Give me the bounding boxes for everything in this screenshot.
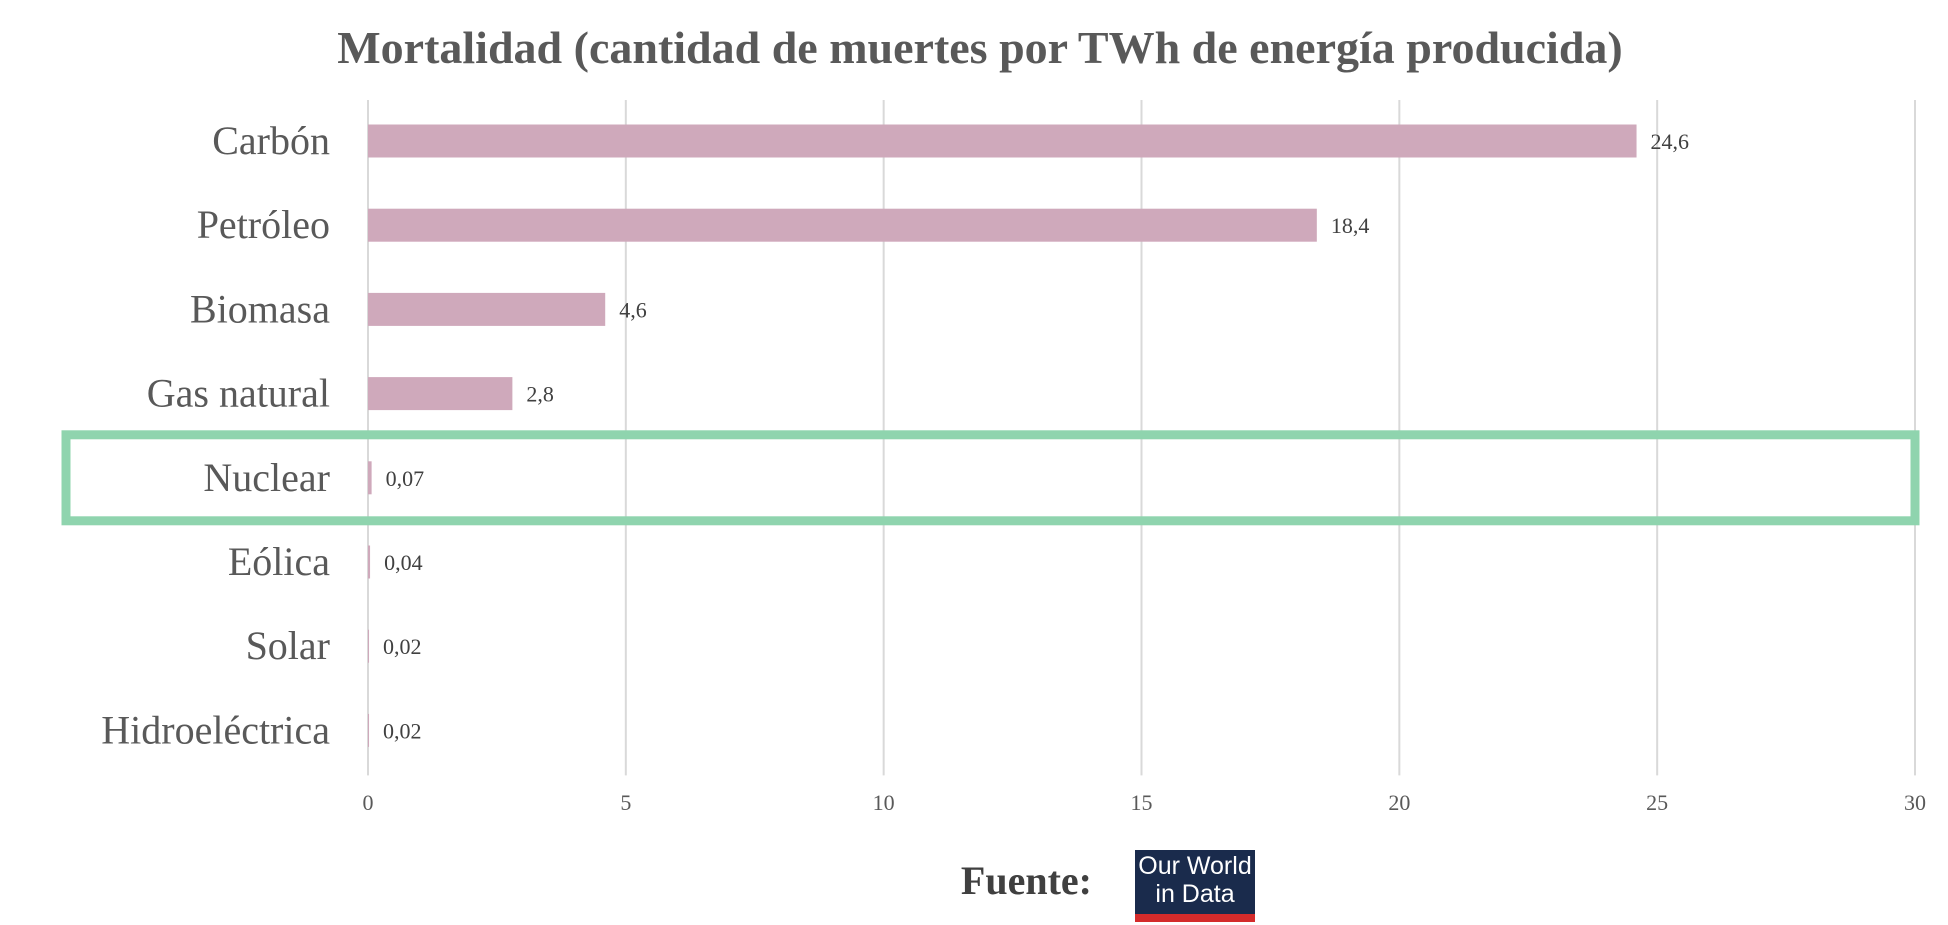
x-tick-label: 5 (620, 790, 631, 815)
data-label: 18,4 (1331, 213, 1370, 238)
data-label: 0,07 (386, 466, 425, 491)
bar (368, 629, 370, 663)
our-world-in-data-logo: Our World in Data (1135, 850, 1255, 922)
category-label: Solar (246, 623, 330, 668)
category-label: Petróleo (197, 202, 330, 247)
x-axis-ticks: 0 5 10 15 20 25 30 (363, 790, 1927, 815)
value-labels: 24,6 18,4 4,6 2,8 0,07 0,04 0,02 0,02 (383, 129, 1689, 743)
logo-background (1135, 850, 1255, 922)
highlight-box (61, 430, 1920, 526)
x-tick-label: 15 (1131, 790, 1153, 815)
data-label: 0,02 (383, 634, 422, 659)
bar (368, 545, 371, 579)
bars (368, 124, 1637, 747)
bar (368, 208, 1317, 242)
bar (368, 713, 370, 747)
x-tick-label: 10 (873, 790, 895, 815)
chart-title: Mortalidad (cantidad de muertes por TWh … (337, 22, 1622, 73)
category-label: Hidroeléctrica (101, 707, 330, 752)
bar (368, 461, 372, 495)
logo-line-1: Our World (1138, 852, 1251, 880)
source-footer: Fuente: Our World in Data (961, 850, 1255, 922)
x-tick-label: 20 (1388, 790, 1410, 815)
data-label: 4,6 (619, 297, 647, 322)
logo-accent-bar (1135, 914, 1255, 922)
category-labels: Carbón Petróleo Biomasa Gas natural Nuclear E… (101, 118, 330, 752)
source-label: Fuente: (961, 858, 1092, 903)
category-label: Nuclear (203, 455, 330, 500)
data-label: 24,6 (1651, 129, 1690, 154)
data-label: 0,02 (383, 718, 422, 743)
data-label: 0,04 (384, 550, 423, 575)
x-tick-label: 30 (1904, 790, 1926, 815)
x-tick-label: 0 (363, 790, 374, 815)
bar (368, 377, 513, 411)
category-label: Biomasa (190, 286, 330, 331)
bar (368, 292, 606, 326)
data-label: 2,8 (526, 382, 554, 407)
logo-line-2: in Data (1155, 880, 1234, 908)
bar (368, 124, 1637, 158)
category-label: Carbón (212, 118, 330, 163)
category-label: Eólica (228, 539, 330, 584)
category-label: Gas natural (147, 371, 330, 416)
x-tick-label: 25 (1646, 790, 1668, 815)
